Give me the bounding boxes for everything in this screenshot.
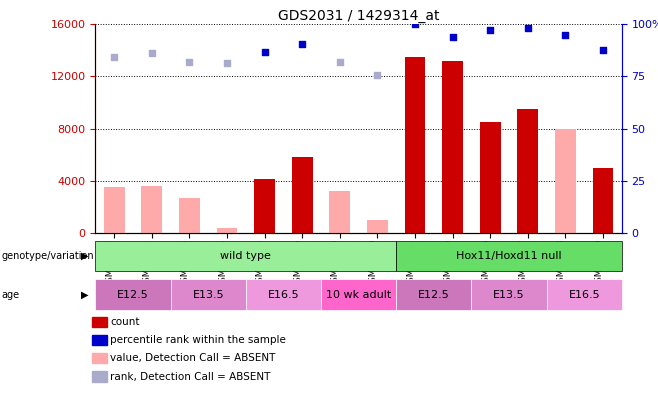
Point: [109, 53, 120, 60]
Bar: [555, 129, 576, 233]
Point: [259, 49, 270, 55]
Bar: [246, 279, 321, 310]
Point: [447, 34, 458, 40]
Point: [222, 60, 232, 67]
Text: age: age: [1, 290, 20, 300]
Bar: [292, 157, 313, 233]
Text: percentile rank within the sample: percentile rank within the sample: [110, 335, 286, 345]
Point: [334, 59, 345, 65]
Text: E12.5: E12.5: [418, 290, 449, 300]
Bar: [141, 186, 162, 233]
Point: [522, 25, 533, 32]
Bar: [95, 241, 396, 271]
Text: 10 wk adult: 10 wk adult: [326, 290, 392, 300]
Bar: [95, 279, 170, 310]
Bar: [104, 187, 124, 233]
Point: [560, 32, 570, 38]
Text: wild type: wild type: [220, 251, 271, 261]
Text: ▶: ▶: [80, 290, 88, 300]
Text: E13.5: E13.5: [192, 290, 224, 300]
Bar: [216, 228, 238, 233]
Text: ▶: ▶: [80, 251, 88, 261]
Bar: [367, 220, 388, 233]
Text: E16.5: E16.5: [569, 290, 600, 300]
Point: [372, 72, 383, 79]
Text: genotype/variation: genotype/variation: [1, 251, 94, 261]
Point: [485, 26, 495, 33]
Point: [597, 47, 608, 53]
Text: E12.5: E12.5: [117, 290, 149, 300]
Bar: [396, 279, 471, 310]
Point: [147, 50, 157, 56]
Point: [410, 21, 420, 28]
Point: [184, 59, 195, 65]
Point: [297, 40, 307, 47]
Bar: [405, 57, 425, 233]
Bar: [330, 191, 350, 233]
Text: count: count: [110, 317, 139, 327]
Text: E13.5: E13.5: [494, 290, 525, 300]
Bar: [321, 279, 396, 310]
Title: GDS2031 / 1429314_at: GDS2031 / 1429314_at: [278, 9, 440, 23]
Text: value, Detection Call = ABSENT: value, Detection Call = ABSENT: [110, 354, 275, 363]
Bar: [593, 168, 613, 233]
Text: E16.5: E16.5: [268, 290, 299, 300]
Bar: [396, 241, 622, 271]
Bar: [517, 109, 538, 233]
Bar: [480, 122, 501, 233]
Text: Hox11/Hoxd11 null: Hox11/Hoxd11 null: [456, 251, 562, 261]
Text: rank, Detection Call = ABSENT: rank, Detection Call = ABSENT: [110, 372, 270, 382]
Bar: [471, 279, 547, 310]
Bar: [547, 279, 622, 310]
Bar: [179, 198, 200, 233]
Bar: [442, 61, 463, 233]
Bar: [170, 279, 246, 310]
Bar: [254, 179, 275, 233]
